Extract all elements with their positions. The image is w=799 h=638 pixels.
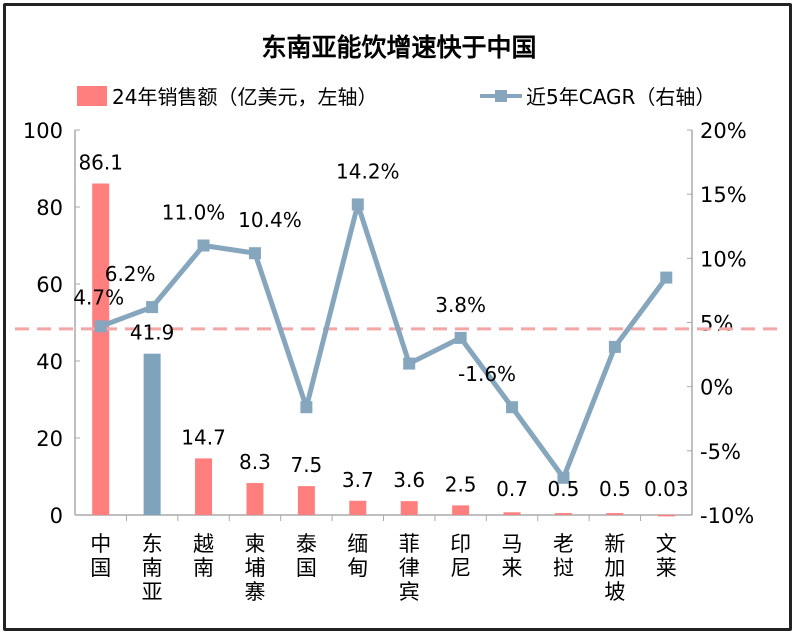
chart-frame bbox=[3, 3, 792, 631]
right-tick-label: -5% bbox=[700, 440, 741, 464]
cagr-marker bbox=[351, 198, 364, 211]
bar-data-label: 7.5 bbox=[290, 453, 322, 477]
category-label: 柬 bbox=[244, 532, 265, 556]
cagr-data-label: -1.6% bbox=[458, 362, 516, 386]
category-label: 菲 bbox=[399, 532, 420, 556]
bar bbox=[400, 501, 418, 515]
legend-bar-label: 24年销售额（亿美元，左轴） bbox=[112, 85, 377, 109]
cagr-data-label: 4.7% bbox=[73, 285, 124, 309]
category-label: 老 bbox=[553, 532, 574, 556]
category-label: 莱 bbox=[656, 556, 677, 580]
bar-data-label: 8.3 bbox=[239, 450, 271, 474]
bar-data-label: 0.7 bbox=[496, 477, 528, 501]
bar-data-label: 0.03 bbox=[644, 477, 689, 501]
right-tick-label: 15% bbox=[700, 183, 747, 207]
bar bbox=[452, 505, 470, 515]
category-label: 律 bbox=[399, 556, 420, 580]
legend-line-marker bbox=[495, 90, 507, 102]
category-label: 挝 bbox=[553, 556, 574, 580]
cagr-marker bbox=[454, 331, 467, 344]
cagr-marker bbox=[660, 271, 673, 284]
category-label: 加 bbox=[604, 556, 625, 580]
category-label: 南 bbox=[142, 556, 163, 580]
category-label: 宾 bbox=[399, 580, 420, 604]
left-tick-label: 20 bbox=[36, 427, 63, 451]
bar bbox=[349, 500, 367, 515]
category-label: 泰 bbox=[296, 532, 317, 556]
cagr-marker bbox=[403, 357, 416, 370]
bar bbox=[246, 483, 264, 515]
right-tick-label: 20% bbox=[700, 119, 747, 143]
bar bbox=[143, 353, 161, 515]
left-tick-label: 40 bbox=[36, 350, 63, 374]
cagr-data-label: 3.8% bbox=[435, 293, 486, 317]
bar bbox=[195, 458, 213, 515]
category-label: 国 bbox=[90, 556, 111, 580]
category-label: 南 bbox=[193, 556, 214, 580]
category-label: 坡 bbox=[604, 580, 625, 604]
category-label: 亚 bbox=[142, 580, 163, 604]
category-label: 中 bbox=[90, 532, 111, 556]
cagr-marker bbox=[197, 239, 210, 252]
right-tick-label: 5% bbox=[700, 312, 733, 336]
category-label: 东 bbox=[142, 532, 163, 556]
bar-data-label: 0.5 bbox=[548, 477, 580, 501]
bar-data-label: 14.7 bbox=[181, 425, 226, 449]
bar bbox=[503, 512, 521, 515]
bar-data-label: 3.6 bbox=[393, 468, 425, 492]
chart-title: 东南亚能饮增速快于中国 bbox=[261, 33, 536, 62]
category-label: 新 bbox=[604, 532, 625, 556]
bar-data-label: 0.5 bbox=[599, 477, 631, 501]
right-tick-label: -10% bbox=[700, 504, 754, 528]
category-label: 尼 bbox=[450, 556, 471, 580]
cagr-data-label: 14.2% bbox=[336, 159, 400, 183]
cagr-marker bbox=[506, 401, 519, 414]
bar-data-label: 2.5 bbox=[445, 472, 477, 496]
right-tick-label: 10% bbox=[700, 247, 747, 271]
cagr-marker bbox=[557, 471, 570, 484]
category-label: 印 bbox=[450, 532, 471, 556]
category-label: 寨 bbox=[244, 580, 265, 604]
bar-data-label: 3.7 bbox=[342, 468, 374, 492]
category-label: 来 bbox=[502, 556, 523, 580]
left-tick-label: 80 bbox=[36, 196, 63, 220]
cagr-data-label: 6.2% bbox=[105, 262, 156, 286]
legend-bar-swatch bbox=[77, 86, 107, 106]
category-label: 文 bbox=[656, 532, 677, 556]
cagr-data-label: 11.0% bbox=[162, 201, 226, 225]
bar bbox=[92, 183, 110, 515]
bar bbox=[554, 513, 572, 515]
bar bbox=[297, 486, 315, 515]
cagr-marker bbox=[94, 320, 107, 333]
bar bbox=[657, 514, 675, 517]
category-label: 甸 bbox=[347, 556, 368, 580]
left-tick-label: 60 bbox=[36, 273, 63, 297]
cagr-data-label: 10.4% bbox=[238, 208, 302, 232]
cagr-line bbox=[99, 201, 669, 481]
cagr-marker bbox=[608, 340, 621, 353]
bar bbox=[606, 513, 624, 515]
bar-data-label: 86.1 bbox=[78, 151, 123, 175]
right-tick-label: 0% bbox=[700, 376, 733, 400]
cagr-marker bbox=[248, 247, 261, 260]
left-tick-label: 100 bbox=[23, 119, 63, 143]
category-label: 马 bbox=[502, 532, 523, 556]
legend-line-label: 近5年CAGR（右轴） bbox=[526, 85, 715, 109]
cagr-marker bbox=[300, 401, 313, 414]
bar-data-label: 41.9 bbox=[130, 321, 175, 345]
left-tick-label: 0 bbox=[50, 504, 63, 528]
category-label: 越 bbox=[193, 532, 214, 556]
category-label: 埔 bbox=[244, 556, 265, 580]
cagr-marker bbox=[146, 301, 159, 314]
category-label: 缅 bbox=[347, 532, 368, 556]
category-label: 国 bbox=[296, 556, 317, 580]
